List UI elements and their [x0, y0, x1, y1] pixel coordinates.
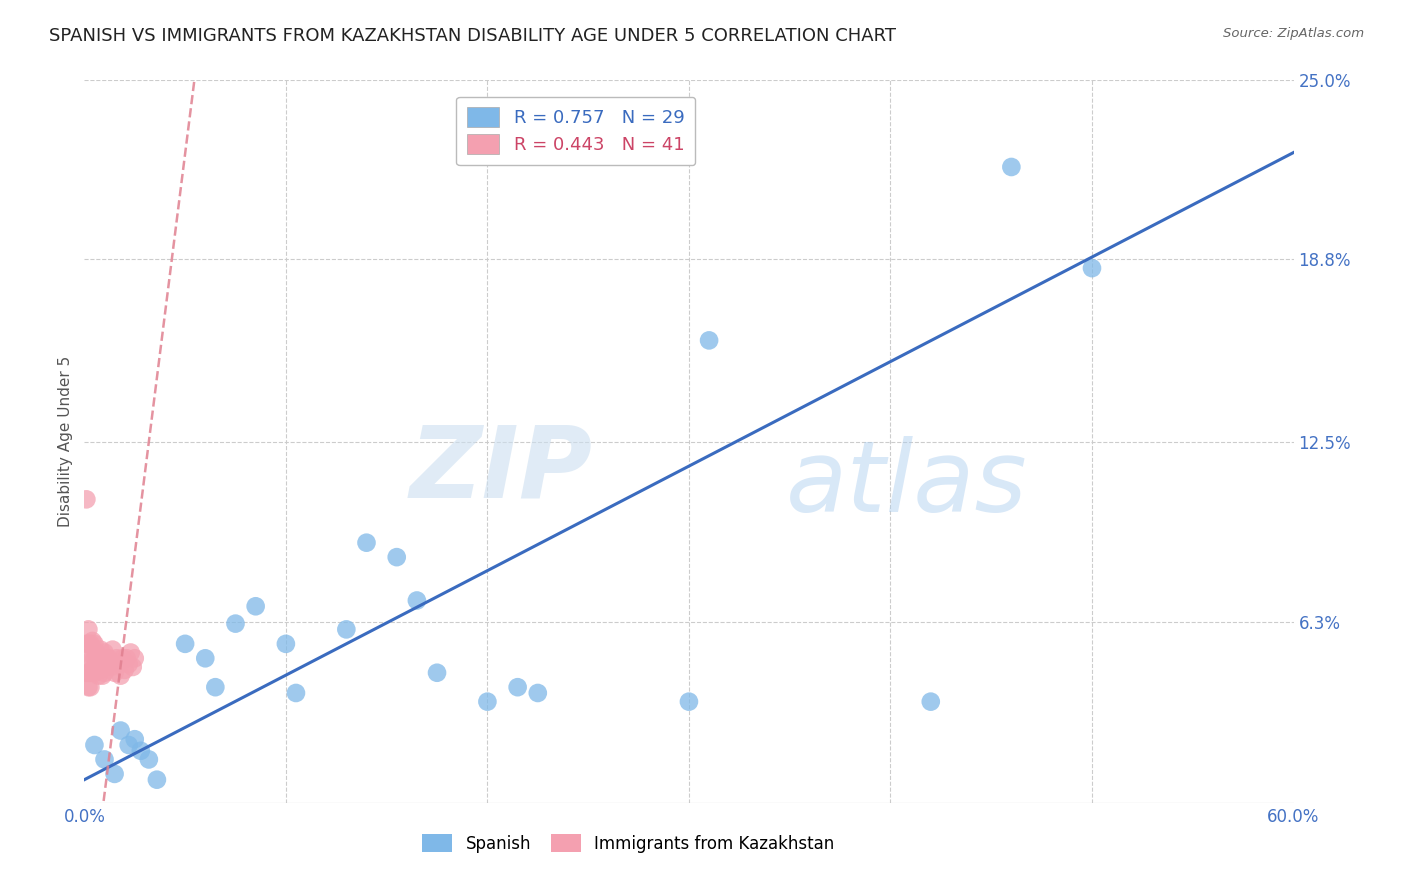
Point — [97, 651, 120, 665]
Point — [93, 665, 115, 680]
Point — [87, 651, 110, 665]
Point — [75, 665, 97, 680]
Point — [83, 665, 105, 680]
Point — [93, 646, 115, 660]
Text: SPANISH VS IMMIGRANTS FROM KAZAKHSTAN DISABILITY AGE UNDER 5 CORRELATION CHART: SPANISH VS IMMIGRANTS FROM KAZAKHSTAN DI… — [49, 27, 896, 45]
Point — [114, 663, 136, 677]
Point — [105, 651, 128, 665]
Point — [477, 695, 499, 709]
Point — [107, 657, 129, 671]
Point — [225, 616, 247, 631]
Point — [77, 665, 100, 680]
Point — [89, 642, 111, 657]
Text: ZIP: ZIP — [409, 422, 592, 519]
Point — [79, 665, 101, 680]
Point — [129, 744, 152, 758]
Point — [77, 680, 100, 694]
Point — [146, 772, 169, 787]
Point — [124, 732, 146, 747]
Point — [91, 651, 114, 665]
Point — [83, 651, 105, 665]
Point — [194, 651, 217, 665]
Point — [920, 695, 942, 709]
Point — [121, 660, 143, 674]
Point — [335, 623, 357, 637]
Point — [77, 637, 100, 651]
Point — [356, 535, 378, 549]
Y-axis label: Disability Age Under 5: Disability Age Under 5 — [58, 356, 73, 527]
Point — [204, 680, 226, 694]
Point — [120, 646, 142, 660]
Point — [124, 651, 146, 665]
Point — [79, 637, 101, 651]
Point — [118, 657, 141, 671]
Text: Source: ZipAtlas.com: Source: ZipAtlas.com — [1223, 27, 1364, 40]
Point — [75, 637, 97, 651]
Point — [110, 723, 132, 738]
Point — [1081, 261, 1104, 276]
Point — [111, 651, 134, 665]
Point — [77, 623, 100, 637]
Point — [93, 752, 115, 766]
Point — [83, 637, 105, 651]
Point — [174, 637, 197, 651]
Point — [104, 767, 127, 781]
Point — [86, 657, 108, 671]
Point — [86, 646, 108, 660]
Point — [87, 668, 110, 682]
Point — [96, 657, 118, 671]
Point — [1000, 160, 1022, 174]
Point — [89, 663, 111, 677]
Point — [118, 738, 141, 752]
Point — [406, 593, 429, 607]
Point — [75, 651, 97, 665]
Point — [110, 668, 132, 682]
Point — [385, 550, 408, 565]
Point — [101, 642, 124, 657]
Text: atlas: atlas — [786, 436, 1028, 533]
Point — [82, 651, 104, 665]
Point — [104, 665, 127, 680]
Point — [527, 686, 550, 700]
Point — [285, 686, 308, 700]
Point — [91, 668, 114, 682]
Point — [506, 680, 529, 694]
Point — [100, 660, 122, 674]
Point — [79, 680, 101, 694]
Point — [115, 651, 138, 665]
Point — [274, 637, 297, 651]
Point — [75, 492, 97, 507]
Point — [678, 695, 700, 709]
Point — [426, 665, 449, 680]
Point — [138, 752, 160, 766]
Point — [82, 634, 104, 648]
Legend: Spanish, Immigrants from Kazakhstan: Spanish, Immigrants from Kazakhstan — [416, 828, 841, 860]
Point — [697, 334, 720, 348]
Point — [245, 599, 267, 614]
Point — [83, 738, 105, 752]
